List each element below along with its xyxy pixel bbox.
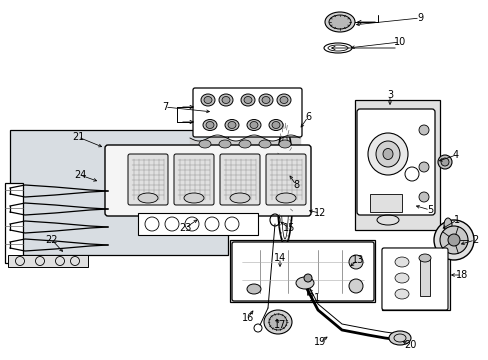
Text: 14: 14: [273, 253, 285, 263]
FancyBboxPatch shape: [265, 154, 305, 205]
Ellipse shape: [348, 279, 362, 293]
Ellipse shape: [418, 162, 428, 172]
Text: 12: 12: [313, 208, 325, 218]
Ellipse shape: [246, 284, 261, 294]
Ellipse shape: [268, 120, 283, 130]
Ellipse shape: [203, 120, 217, 130]
FancyBboxPatch shape: [381, 248, 447, 310]
FancyBboxPatch shape: [356, 109, 434, 215]
FancyBboxPatch shape: [105, 145, 310, 216]
Ellipse shape: [205, 122, 214, 129]
FancyBboxPatch shape: [220, 154, 260, 205]
Bar: [8, 255, 88, 267]
Text: 7: 7: [162, 102, 168, 112]
Text: 4: 4: [452, 150, 458, 160]
Ellipse shape: [394, 289, 408, 299]
Text: 17: 17: [273, 320, 285, 330]
Ellipse shape: [279, 140, 290, 148]
Ellipse shape: [367, 133, 407, 175]
Ellipse shape: [388, 331, 410, 345]
Ellipse shape: [280, 96, 287, 104]
Bar: [138, 213, 258, 235]
Ellipse shape: [244, 96, 251, 104]
FancyBboxPatch shape: [231, 242, 373, 301]
Ellipse shape: [264, 310, 291, 334]
Ellipse shape: [418, 192, 428, 202]
Ellipse shape: [439, 226, 467, 254]
Ellipse shape: [246, 120, 261, 130]
Ellipse shape: [259, 94, 272, 106]
Ellipse shape: [325, 12, 354, 32]
Text: 11: 11: [308, 293, 321, 303]
Text: 5: 5: [426, 205, 432, 215]
Ellipse shape: [222, 96, 229, 104]
Text: 22: 22: [46, 235, 58, 245]
Ellipse shape: [328, 15, 350, 29]
Ellipse shape: [201, 94, 215, 106]
Ellipse shape: [447, 234, 459, 246]
Bar: [229, 240, 374, 302]
Ellipse shape: [348, 255, 362, 269]
FancyBboxPatch shape: [128, 154, 168, 205]
Text: 9: 9: [416, 13, 422, 23]
Text: 2: 2: [471, 235, 477, 245]
Ellipse shape: [249, 122, 258, 129]
Ellipse shape: [203, 96, 212, 104]
Bar: [419, 258, 429, 296]
Text: 10: 10: [393, 37, 406, 47]
Text: 23: 23: [179, 223, 191, 233]
Bar: [354, 100, 439, 230]
Text: 6: 6: [305, 112, 310, 122]
Ellipse shape: [224, 120, 239, 130]
Ellipse shape: [268, 314, 286, 330]
Ellipse shape: [229, 193, 249, 203]
Ellipse shape: [443, 218, 451, 232]
Bar: [5, 183, 23, 263]
Text: 8: 8: [292, 180, 299, 190]
Ellipse shape: [241, 94, 254, 106]
Text: 13: 13: [351, 255, 364, 265]
Text: 16: 16: [242, 313, 254, 323]
Ellipse shape: [259, 140, 270, 148]
Text: 1: 1: [453, 215, 459, 225]
Text: 21: 21: [72, 132, 84, 142]
Ellipse shape: [199, 140, 210, 148]
Text: 19: 19: [313, 337, 325, 347]
Ellipse shape: [219, 140, 230, 148]
Ellipse shape: [304, 274, 311, 282]
Ellipse shape: [394, 273, 408, 283]
Bar: [10, 130, 227, 255]
Ellipse shape: [275, 193, 295, 203]
Ellipse shape: [440, 158, 448, 166]
Ellipse shape: [437, 155, 451, 169]
Ellipse shape: [375, 141, 399, 167]
FancyBboxPatch shape: [193, 88, 302, 137]
Ellipse shape: [219, 94, 232, 106]
Bar: [381, 248, 449, 310]
Ellipse shape: [262, 96, 269, 104]
FancyBboxPatch shape: [174, 154, 214, 205]
Ellipse shape: [276, 94, 290, 106]
Ellipse shape: [418, 125, 428, 135]
Ellipse shape: [239, 140, 250, 148]
Text: 18: 18: [455, 270, 467, 280]
Ellipse shape: [227, 122, 236, 129]
Bar: [369, 194, 401, 212]
Text: 24: 24: [74, 170, 86, 180]
Ellipse shape: [394, 257, 408, 267]
Ellipse shape: [382, 148, 392, 159]
Ellipse shape: [418, 254, 430, 262]
Ellipse shape: [183, 193, 203, 203]
Ellipse shape: [271, 122, 280, 129]
Ellipse shape: [138, 193, 158, 203]
Text: 15: 15: [282, 223, 295, 233]
Text: 3: 3: [386, 90, 392, 100]
Text: 20: 20: [403, 340, 415, 350]
Ellipse shape: [433, 220, 473, 260]
Ellipse shape: [295, 277, 313, 289]
